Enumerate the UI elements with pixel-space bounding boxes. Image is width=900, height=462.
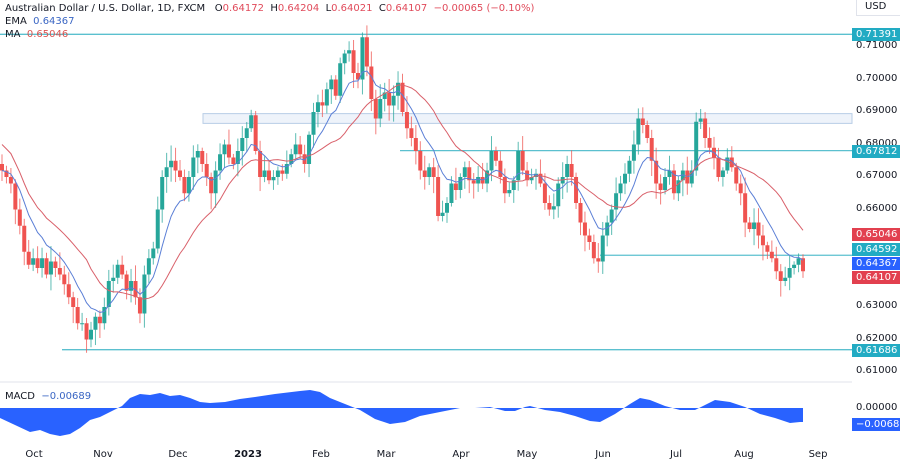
open-value: 0.64172 [222,3,264,14]
symbol-title: Australian Dollar / U.S. Dollar, 1D, FXC… [5,3,206,14]
symbol-legend: Australian Dollar / U.S. Dollar, 1D, FXC… [5,2,534,15]
close-label: C [378,3,386,14]
time-tick: Oct [25,449,43,460]
time-tick: 2023 [234,449,262,460]
price-tick: 0.63000 [856,300,898,311]
price-tick: 0.67000 [856,170,898,181]
time-tick: Dec [168,449,188,460]
time-tick: Aug [734,449,754,460]
ema-legend[interactable]: EMA 0.64367 [5,15,75,28]
change-value: −0.00065 (−0.10%) [433,3,535,14]
price-tag: 0.67812 [852,144,900,158]
time-tick: Nov [93,449,113,460]
price-tick: 0.71000 [856,40,898,51]
price-tick: 0.69000 [856,105,898,116]
time-tick: Sep [808,449,828,460]
price-tick: 0.70000 [856,72,898,84]
ma-value: 0.65046 [26,29,69,40]
price-tag: 0.65046 [852,228,900,241]
time-tick: Apr [452,449,470,460]
price-tag: 0.64107 [852,271,900,284]
time-tick: May [516,449,538,460]
ma-label: MA [5,29,21,40]
price-tag: 0.61686 [852,343,900,357]
time-tick: Jun [595,449,611,460]
price-tick: 0.68000 [856,137,898,149]
ma-line [1,84,804,300]
price-tick: 0.62000 [856,332,898,344]
horizontal-levels [0,33,853,351]
macd-legend[interactable]: MACD −0.00689 [5,391,91,402]
high-label: H [270,3,278,14]
macd-pane [0,390,803,436]
currency-label[interactable]: USD [856,0,900,16]
close-value: 0.64107 [385,3,428,14]
low-value: 0.64021 [331,3,373,14]
indicator-lines [1,70,804,314]
candles [0,25,805,353]
macd-tag: −0.00689 [852,418,900,431]
price-tag: 0.64592 [852,243,900,256]
ema-label: EMA [5,16,27,27]
time-tick: Feb [312,449,330,460]
price-tick: 0.66000 [856,202,898,214]
macd-tick: 0.00000 [856,402,898,413]
macd-value: −0.00689 [41,391,92,402]
resistance-band[interactable] [202,113,853,124]
ma-legend[interactable]: MA 0.65046 [5,28,68,41]
macd-label: MACD [5,391,35,402]
low-label: L [325,3,332,14]
price-tag: 0.71391 [852,28,900,42]
time-tick: Mar [376,449,396,460]
high-value: 0.64204 [277,3,320,14]
ema-value: 0.64367 [33,16,75,27]
price-tick: 0.61000 [856,365,898,376]
price-tag: 0.64367 [852,257,900,270]
open-label: O [214,3,223,14]
macd-area [0,390,803,436]
ema-line [1,70,804,314]
time-tick: Jul [669,449,683,460]
